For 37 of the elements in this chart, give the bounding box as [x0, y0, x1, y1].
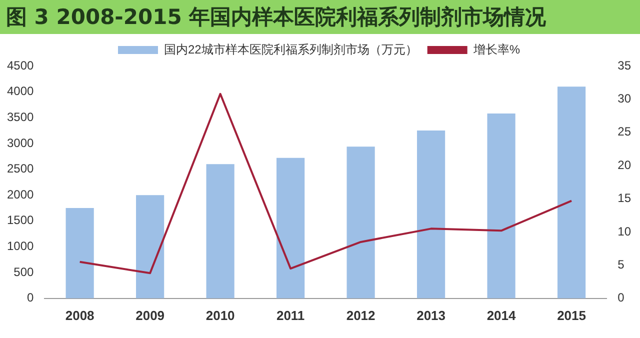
x-tick-label: 2012 — [346, 308, 376, 323]
x-tick-label: 2013 — [416, 308, 446, 323]
chart-title: 图 3 2008-2015 年国内样本医院利福系列制剂市场情况 — [0, 0, 640, 34]
bar — [346, 146, 375, 298]
bar — [206, 164, 234, 298]
legend-label: 国内22城市样本医院利福系列制剂市场（万元） — [164, 42, 418, 56]
y2-tick-label: 30 — [618, 92, 632, 106]
y-tick-label: 3500 — [6, 110, 34, 124]
bar — [66, 208, 94, 298]
y2-tick-label: 10 — [618, 224, 632, 238]
x-tick-label: 2009 — [136, 308, 165, 323]
y-tick-label: 1000 — [6, 239, 34, 254]
y2-tick-label: 20 — [618, 158, 632, 172]
bar — [557, 86, 586, 298]
y2-tick-label: 25 — [618, 124, 632, 139]
y-tick-label: 2500 — [6, 162, 34, 176]
x-tick-label: 2010 — [206, 308, 235, 323]
x-tick-label: 2014 — [486, 308, 517, 323]
x-tick-label: 2015 — [557, 308, 586, 323]
y-tick-label: 500 — [14, 264, 34, 279]
legend-label: 增长率% — [472, 42, 520, 56]
y-tick-label: 4000 — [6, 84, 34, 98]
y-tick-label: 4500 — [6, 58, 34, 72]
y2-tick-label: 5 — [618, 258, 625, 272]
bar — [136, 195, 164, 298]
y-tick-label: 3000 — [6, 136, 34, 150]
bar — [487, 114, 516, 298]
y-tick-label: 1500 — [6, 213, 34, 228]
y-tick-label: 2000 — [6, 187, 34, 202]
x-tick-label: 2008 — [65, 308, 94, 323]
x-tick-label: 2011 — [276, 308, 305, 323]
y2-tick-label: 35 — [618, 58, 632, 72]
y2-tick-label: 15 — [618, 191, 632, 206]
bar — [416, 130, 446, 298]
bar — [276, 158, 305, 298]
y2-tick-label: 0 — [618, 290, 625, 305]
y-tick-label: 0 — [27, 290, 34, 305]
